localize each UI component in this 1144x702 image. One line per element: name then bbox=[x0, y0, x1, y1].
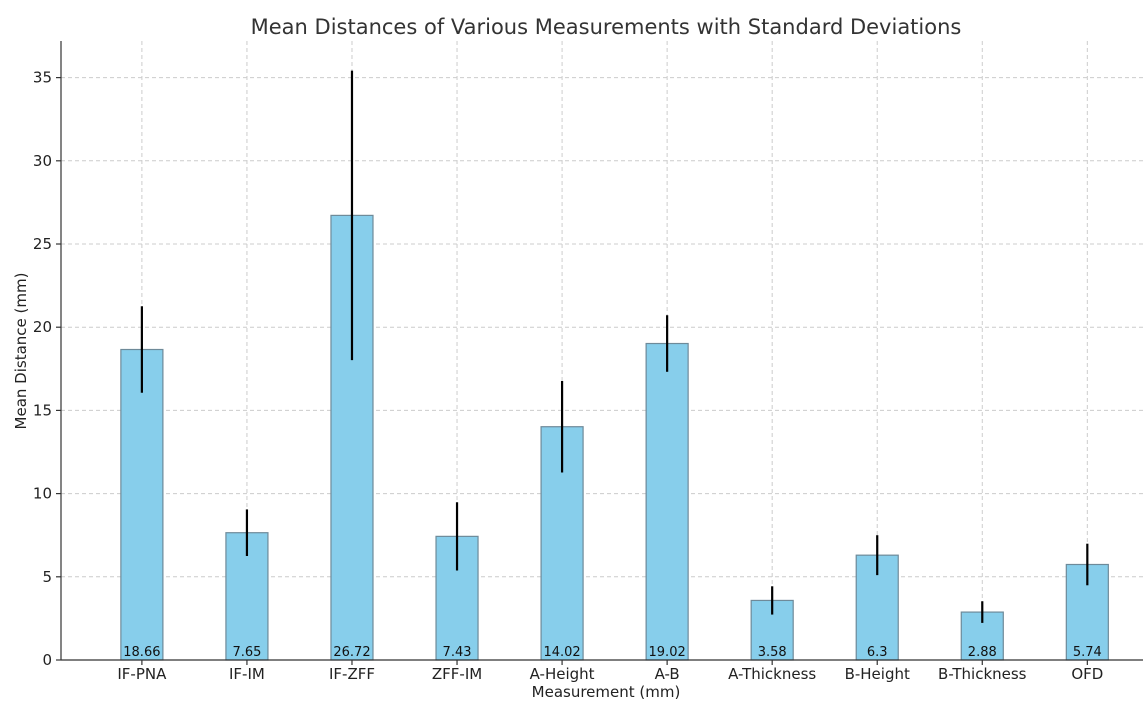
x-tick-label: OFD bbox=[1071, 665, 1103, 683]
x-tick-label: A-B bbox=[655, 665, 680, 683]
y-tick-label: 15 bbox=[33, 401, 52, 419]
y-tick-label: 25 bbox=[33, 235, 52, 253]
y-axis-label: Mean Distance (mm) bbox=[12, 273, 30, 430]
y-tick-label: 30 bbox=[33, 152, 52, 170]
y-tick-label: 5 bbox=[42, 568, 52, 586]
data-label: 7.65 bbox=[232, 645, 261, 660]
data-label: 5.74 bbox=[1073, 645, 1102, 660]
data-label: 6.3 bbox=[867, 645, 888, 660]
y-tick-label: 20 bbox=[33, 318, 52, 336]
data-label: 18.66 bbox=[123, 645, 160, 660]
x-tick-label: IF-PNA bbox=[117, 665, 167, 683]
y-tick-label: 35 bbox=[33, 69, 52, 87]
grid-layer bbox=[61, 41, 1143, 660]
data-label: 14.02 bbox=[543, 645, 580, 660]
y-tick-label: 0 bbox=[42, 651, 52, 669]
x-tick-label: A-Thickness bbox=[728, 665, 816, 683]
x-tick-label: B-Height bbox=[845, 665, 910, 683]
y-tick-label: 10 bbox=[33, 485, 52, 503]
data-label: 26.72 bbox=[333, 645, 370, 660]
data-label: 2.88 bbox=[968, 645, 997, 660]
data-label: 3.58 bbox=[758, 645, 787, 660]
chart-title: Mean Distances of Various Measurements w… bbox=[251, 15, 962, 39]
x-tick-label: ZFF-IM bbox=[432, 665, 482, 683]
bars-layer bbox=[120, 70, 1109, 661]
bar-a-b bbox=[645, 342, 689, 661]
bar-if-pna bbox=[120, 348, 164, 661]
x-tick-label: B-Thickness bbox=[938, 665, 1027, 683]
x-tick-label: A-Height bbox=[530, 665, 595, 683]
data-label: 19.02 bbox=[649, 645, 686, 660]
labels-layer: 0 5 10 15 20 25 30 35 18.66 IF-PNA 7.65 IF-IM 26.72 I… bbox=[33, 69, 1103, 683]
x-axis-label: Measurement (mm) bbox=[532, 683, 681, 701]
axes-layer bbox=[56, 41, 1143, 665]
data-label: 7.43 bbox=[443, 645, 472, 660]
x-tick-label: IF-IM bbox=[229, 665, 265, 683]
x-tick-label: IF-ZFF bbox=[329, 665, 375, 683]
